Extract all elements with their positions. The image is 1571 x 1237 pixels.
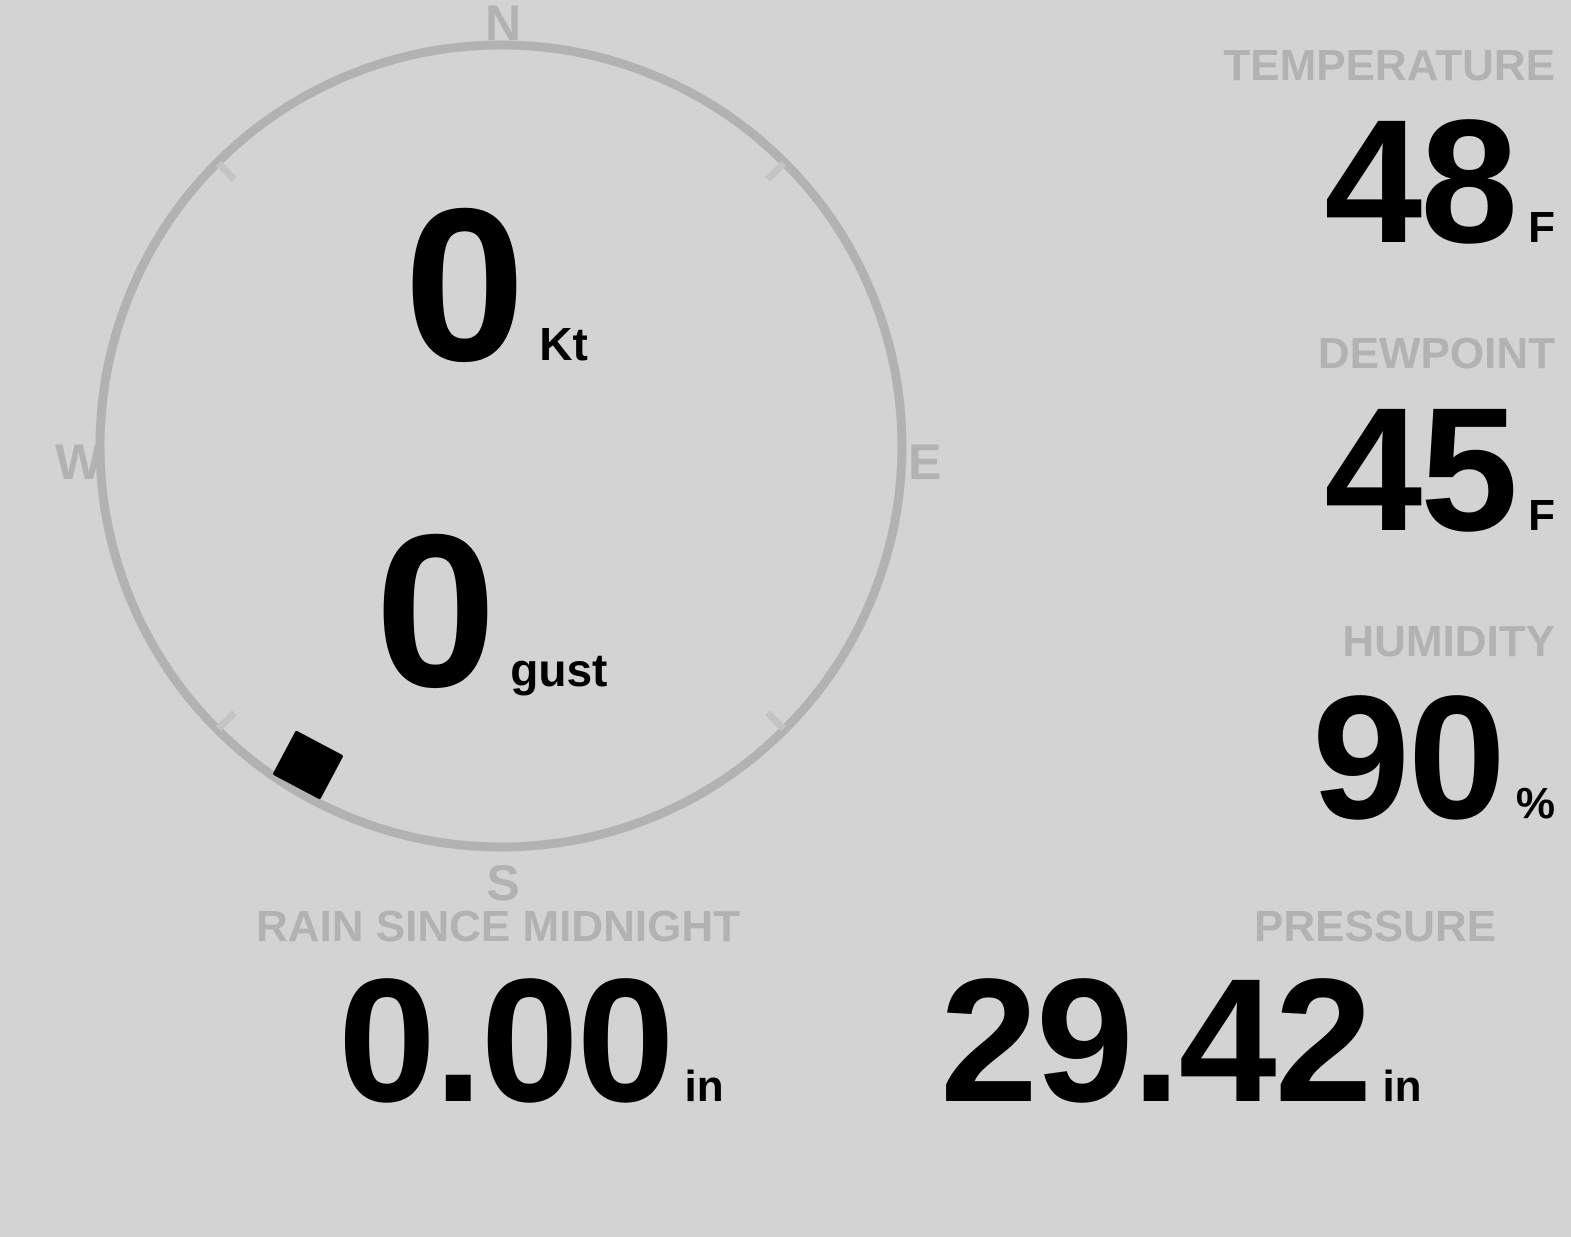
dewpoint-value: 45 [1324,372,1518,568]
wind-speed-readout: 0 Kt [404,164,588,407]
wind-direction-marker [273,730,343,800]
compass-ring [95,40,907,852]
humidity-value-row: 90 % [1135,670,1555,846]
compass-label-north: N [484,0,522,51]
wind-speed-value: 0 [404,164,526,407]
temperature-readout: TEMPERATURE 48 F [1135,41,1555,271]
humidity-value: 90 [1312,660,1506,856]
wind-speed-unit: Kt [539,318,588,370]
rain-value: 0.00 [338,943,675,1139]
compass-label-south: S [486,855,520,911]
dewpoint-readout: DEWPOINT 45 F [1135,329,1555,559]
dewpoint-label: DEWPOINT [1317,329,1555,378]
wind-compass-panel: N E S W 0 Kt 0 gust [0,0,1000,910]
wind-gust-value: 0 [375,490,497,733]
pressure-readout: PRESSURE 29.42 in [940,902,1497,1130]
humidity-label: HUMIDITY [1342,617,1555,666]
humidity-readout: HUMIDITY 90 % [1135,617,1555,847]
humidity-unit: % [1515,779,1555,828]
compass-label-east: E [908,434,942,490]
wind-gust-readout: 0 gust [375,490,608,733]
compass-dial [95,40,907,852]
compass-ticks [215,160,787,732]
temperature-value-row: 48 F [1135,94,1555,270]
compass-label-west: W [55,434,103,490]
temperature-value: 48 [1324,84,1518,280]
pressure-value: 29.42 [940,943,1372,1139]
pressure-label: PRESSURE [1254,902,1497,951]
pressure-value-row: 29.42 in [940,953,1496,1129]
dewpoint-value-row: 45 F [1135,382,1555,558]
rain-readout: RAIN SINCE MIDNIGHT 0.00 in [252,902,740,1130]
rain-label: RAIN SINCE MIDNIGHT [256,902,740,951]
temperature-unit: F [1528,203,1555,252]
temperature-label: TEMPERATURE [1223,41,1555,90]
pressure-unit: in [1382,1062,1422,1111]
dewpoint-unit: F [1528,491,1555,540]
rain-unit: in [684,1062,724,1111]
rain-value-row: 0.00 in [338,953,740,1129]
wind-gust-unit: gust [510,644,608,696]
